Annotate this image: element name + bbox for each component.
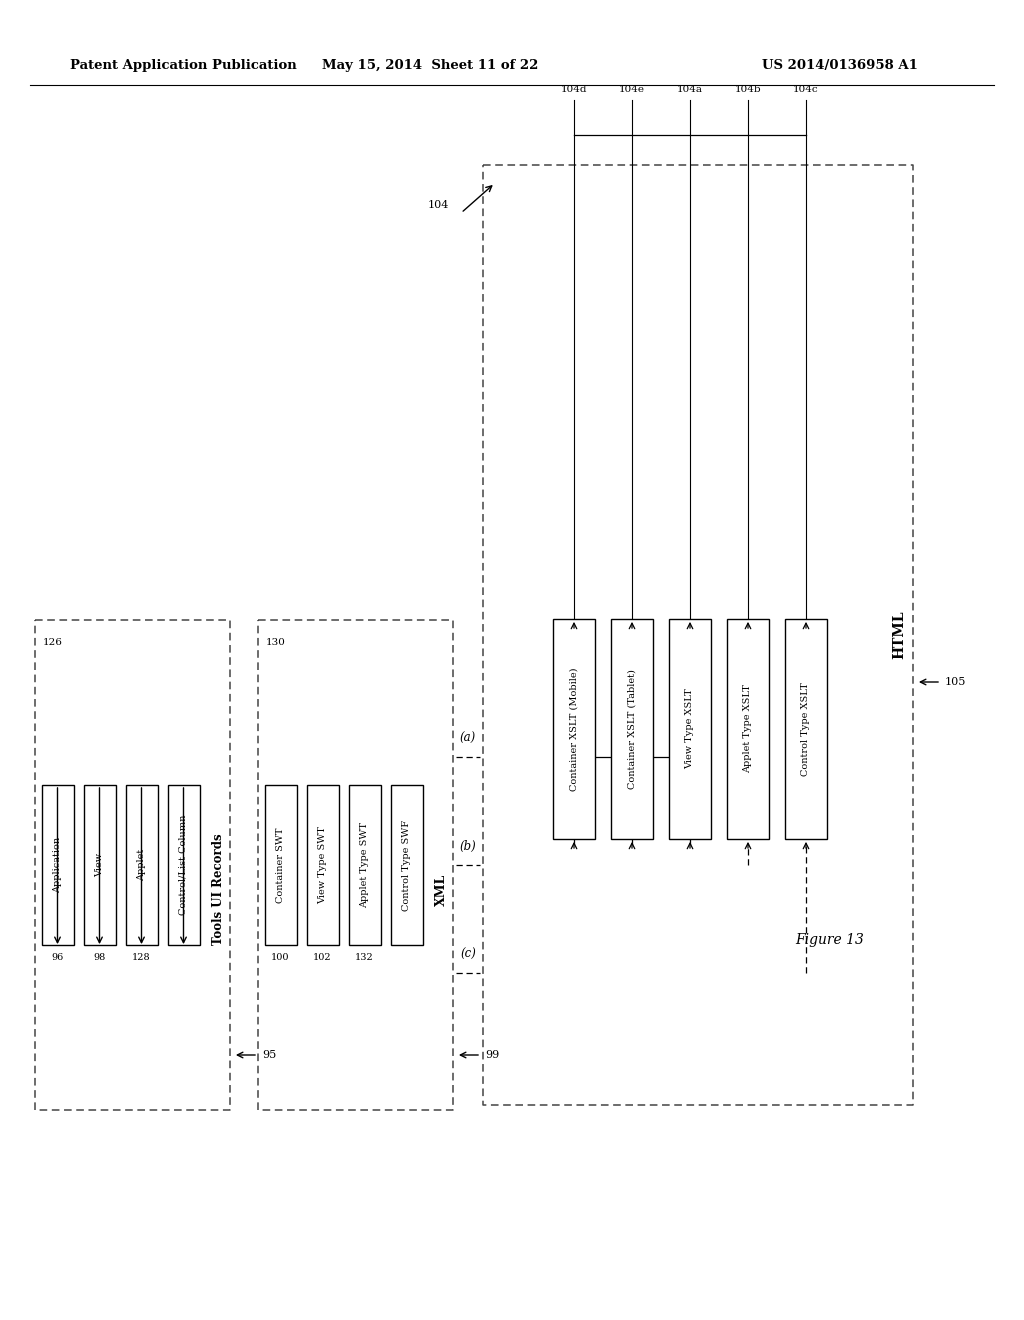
Text: 128: 128 bbox=[132, 953, 151, 962]
Bar bbox=[126, 785, 158, 945]
Text: Container SWT: Container SWT bbox=[276, 828, 285, 903]
Text: 96: 96 bbox=[51, 953, 63, 962]
Bar bbox=[669, 619, 711, 840]
Text: (b): (b) bbox=[460, 840, 476, 853]
Text: Control Type XSLT: Control Type XSLT bbox=[802, 682, 811, 776]
Text: Container XSLT (Tablet): Container XSLT (Tablet) bbox=[628, 669, 637, 789]
Text: 95: 95 bbox=[262, 1049, 276, 1060]
Text: View Type XSLT: View Type XSLT bbox=[685, 689, 694, 770]
Text: 98: 98 bbox=[93, 953, 105, 962]
Text: Container XSLT (Mobile): Container XSLT (Mobile) bbox=[569, 667, 579, 791]
Bar bbox=[727, 619, 769, 840]
Text: Application: Application bbox=[53, 837, 62, 894]
Bar bbox=[264, 785, 297, 945]
Text: 104b: 104b bbox=[734, 86, 761, 95]
Text: (a): (a) bbox=[460, 733, 476, 746]
Text: 102: 102 bbox=[313, 953, 332, 962]
Text: Control/List Column: Control/List Column bbox=[179, 814, 188, 915]
Bar bbox=[42, 785, 74, 945]
Text: Applet Type XSLT: Applet Type XSLT bbox=[743, 685, 753, 774]
Text: Applet: Applet bbox=[137, 849, 146, 882]
Text: 104d: 104d bbox=[561, 86, 587, 95]
Text: (c): (c) bbox=[460, 948, 476, 961]
Text: 130: 130 bbox=[266, 638, 286, 647]
Bar bbox=[785, 619, 827, 840]
Text: HTML: HTML bbox=[892, 611, 906, 659]
Bar bbox=[390, 785, 423, 945]
Bar bbox=[611, 619, 653, 840]
Text: Applet Type SWT: Applet Type SWT bbox=[360, 822, 369, 908]
Text: Tools UI Records: Tools UI Records bbox=[212, 834, 224, 945]
Text: 104a: 104a bbox=[677, 86, 703, 95]
Bar bbox=[168, 785, 200, 945]
Text: View Type SWT: View Type SWT bbox=[318, 826, 327, 904]
Text: 105: 105 bbox=[945, 677, 967, 686]
Bar bbox=[84, 785, 116, 945]
Text: View: View bbox=[95, 853, 104, 876]
Text: 132: 132 bbox=[355, 953, 374, 962]
Text: 126: 126 bbox=[43, 638, 62, 647]
Text: 104c: 104c bbox=[794, 86, 819, 95]
Bar bbox=[553, 619, 595, 840]
Bar bbox=[348, 785, 381, 945]
Text: Figure 13: Figure 13 bbox=[796, 933, 864, 946]
Text: May 15, 2014  Sheet 11 of 22: May 15, 2014 Sheet 11 of 22 bbox=[322, 58, 539, 71]
Bar bbox=[306, 785, 339, 945]
Text: 100: 100 bbox=[271, 953, 290, 962]
Text: 104: 104 bbox=[428, 201, 450, 210]
Text: 104e: 104e bbox=[618, 86, 645, 95]
Text: Control Type SWF: Control Type SWF bbox=[402, 820, 411, 911]
Text: Patent Application Publication: Patent Application Publication bbox=[70, 58, 297, 71]
Text: US 2014/0136958 A1: US 2014/0136958 A1 bbox=[762, 58, 918, 71]
Text: XML: XML bbox=[434, 874, 447, 906]
Text: 99: 99 bbox=[485, 1049, 500, 1060]
